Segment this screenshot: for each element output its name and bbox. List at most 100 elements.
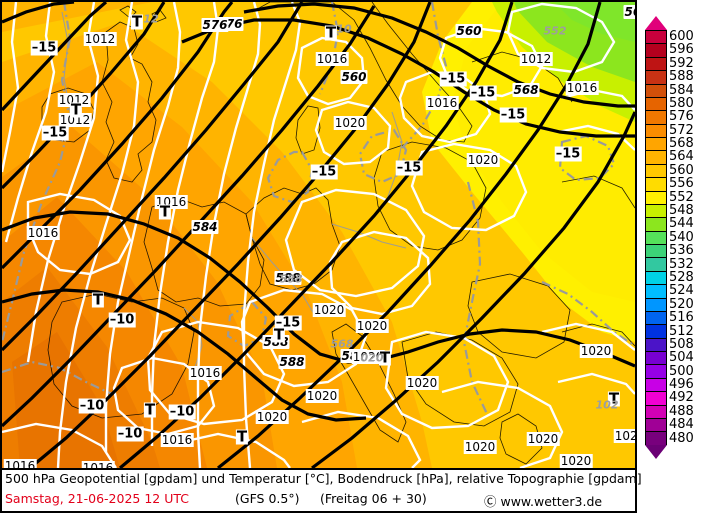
colorbar-cell-520 (646, 298, 666, 312)
colorbar-cell-512 (646, 325, 666, 339)
map-label-T-T1: T (130, 12, 144, 31)
map-label-rt-rt552: 552 (543, 24, 567, 38)
map-label-geo-g560a: 560 (340, 70, 368, 84)
colorbar-cell-504 (646, 352, 666, 366)
colorbar-cell-596 (646, 44, 666, 58)
colorbar-label-504: 504 (669, 350, 694, 366)
map-label-geo-g576b: 576 (201, 18, 229, 32)
colorbar-cell-496 (646, 378, 666, 393)
colorbar-label-596: 596 (669, 42, 694, 58)
colorbar-label-480: 480 (669, 430, 694, 446)
map-label-pres-p1020l: 1020 (463, 440, 497, 454)
colorbar-label-572: 572 (669, 122, 694, 138)
colorbar-cell-572 (646, 124, 666, 138)
colorbar-label-576: 576 (669, 109, 694, 125)
map-label-pres-p1020j: 1020 (579, 344, 613, 358)
map-label-temp-t15b: –15 (41, 125, 69, 141)
map-label-pres-p1020b: 1020 (466, 153, 500, 167)
colorbar-cell-560 (646, 164, 666, 179)
caption-valid-time: Samstag, 21-06-2025 12 UTC (5, 491, 190, 506)
map-label-T-T7: T (143, 400, 157, 419)
map-label-pres-p1012c: 1012 (58, 113, 92, 127)
map-label-temp-t15c: –15 (310, 164, 338, 180)
map-label-pres-p1016e: 1016 (26, 226, 60, 240)
map-label-temp-t10c: –10 (116, 426, 144, 442)
map-label-geo-g588c: 588 (278, 355, 306, 369)
colorbar-cell-516 (646, 311, 666, 326)
colorbar-label-528: 528 (669, 269, 694, 285)
colorbar-label-488: 488 (669, 403, 694, 419)
map-label-geo-g568a: 568 (512, 83, 540, 97)
colorbar-label-592: 592 (669, 55, 694, 71)
colorbar-label-560: 560 (669, 162, 694, 178)
map-label-rt-rt10a: 10 (336, 22, 352, 36)
colorbar-cell-488 (646, 405, 666, 419)
map-label-pres-p1020d: 1020 (355, 319, 389, 333)
colorbar-label-536: 536 (669, 243, 694, 259)
map-label-T-T2: T (69, 100, 83, 119)
caption-box: 500 hPa Geopotential [gpdam] und Tempera… (0, 470, 642, 513)
map-label-pres-p1020f: 1020 (405, 376, 439, 390)
map-label-pres-p1016a: 1016 (315, 52, 349, 66)
map-label-geo-g560b: 560 (455, 24, 483, 38)
colorbar-cell-576 (646, 111, 666, 125)
map-label-pres-p1016g: 1016 (160, 433, 194, 447)
colorbar-stack (645, 30, 667, 446)
map-label-rt-rt12a: 12 (143, 12, 159, 26)
colorbar-cell-528 (646, 271, 666, 286)
map-label-T-T6: T (272, 325, 286, 344)
colorbar-label-568: 568 (669, 136, 694, 152)
colorbar-label-584: 584 (669, 82, 694, 98)
colorbar-cell-568 (646, 138, 666, 152)
colorbar-cell-524 (646, 285, 666, 299)
map-label-temp-t15h: –15 (554, 146, 582, 162)
map-label-pres-p1020g: 1020 (255, 410, 289, 424)
map-label-pres-p1020c: 1020 (312, 303, 346, 317)
caption-title: 500 hPa Geopotential [gpdam] und Tempera… (5, 471, 642, 486)
colorbar-cell-508 (646, 338, 666, 352)
colorbar-cell-536 (646, 245, 666, 259)
colorbar-cell-584 (646, 84, 666, 98)
colorbar-label-556: 556 (669, 176, 694, 192)
map-label-temp-t15i: –15 (274, 315, 302, 331)
colorbar-label-588: 588 (669, 69, 694, 85)
colorbar-labels: 600 596 592 588 584 580 576 572 568 564 560 556 552 5… (669, 22, 704, 452)
map-label-temp-t15e: –15 (439, 71, 467, 87)
map-label-temp-t10a: –10 (108, 312, 136, 328)
weather-map-panel[interactable]: 5765765845845885885885685605605601012101… (0, 0, 637, 470)
colorbar-label-564: 564 (669, 149, 694, 165)
colorbar-label-484: 484 (669, 417, 694, 433)
colorbar-cell-548 (646, 204, 666, 219)
map-label-geo-g560c: 560 (623, 5, 635, 19)
colorbar-cell-552 (646, 191, 666, 205)
map-label-pres-p1020h: 1020 (526, 432, 560, 446)
map-label-pres-p1016b: 1016 (425, 96, 459, 110)
map-label-temp-t10d: –10 (168, 404, 196, 420)
colorbar-label-496: 496 (669, 377, 694, 393)
map-label-T-T9: T (378, 348, 392, 367)
map-label-T-T3: T (324, 23, 338, 42)
colorbar-cell-580 (646, 97, 666, 112)
colorbar-label-532: 532 (669, 256, 694, 272)
map-label-T-T8: T (235, 427, 249, 446)
caption-copyright: Ⓒ www.wetter3.de (484, 494, 603, 509)
weather-map-svg (2, 2, 635, 468)
map-label-rt-rt020: 020 (360, 351, 384, 365)
colorbar-label-520: 520 (669, 296, 694, 312)
caption-model: (GFS 0.5°) (235, 491, 300, 506)
colorbar-cell-484 (646, 418, 666, 433)
colorbar-bottom-arrow-icon (645, 445, 667, 459)
colorbar-label-544: 544 (669, 216, 694, 232)
colorbar-cell-540 (646, 231, 666, 245)
map-label-temp-t10b: –10 (78, 398, 106, 414)
map-label-geo-g584a: 584 (191, 220, 219, 234)
colorbar-label-548: 548 (669, 203, 694, 219)
caption-run: (Freitag 06 + 30) (320, 491, 427, 506)
map-label-pres-p1016f: 1016 (188, 366, 222, 380)
colorbar-label-580: 580 (669, 95, 694, 111)
colorbar-label-508: 508 (669, 336, 694, 352)
colorbar-label-512: 512 (669, 323, 694, 339)
map-label-temp-t15a: –15 (30, 40, 58, 56)
map-label-temp-t15d: –15 (395, 160, 423, 176)
